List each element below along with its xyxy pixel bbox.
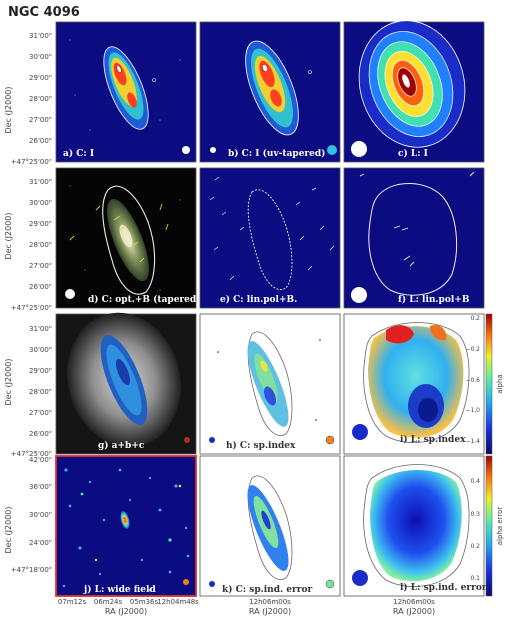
cbar-top-tick: −1.0 xyxy=(465,407,480,414)
ytick: 26'00" xyxy=(29,430,52,438)
panel-a-label: a) C: I xyxy=(63,148,94,159)
xticks: 07m12s 06m24s 05m36s 12h04m48s 12h06m00s… xyxy=(58,598,435,606)
xtick: 12h06m00s xyxy=(393,598,435,606)
ytick: 27'00" xyxy=(29,116,52,124)
cbar-top-tick: −0.2 xyxy=(465,346,480,353)
xtick: 05m36s xyxy=(130,598,159,606)
panel-i: i) L: sp.index xyxy=(343,313,485,455)
yticks-row2: 31'00" 30'00" 29'00" 28'00" 27'00" 26'00… xyxy=(11,178,52,312)
colorbar-top-label: alpha xyxy=(496,374,504,393)
panel-l-label: l) L: sp.ind. error xyxy=(400,582,487,593)
ytick: 26'00" xyxy=(29,283,52,291)
ytick: 30'00" xyxy=(29,53,52,61)
panel-b-label: b) C: I (uv-tapered) xyxy=(228,148,325,159)
colorbar-bottom: 0.4 0.3 0.2 0.1 alpha error xyxy=(470,455,504,597)
panel-k: k) C: sp.ind. error xyxy=(199,455,341,597)
panel-i-label: i) L: sp.index xyxy=(400,434,466,445)
cbar-top-tick: 0.2 xyxy=(470,315,480,322)
ytick: 28'00" xyxy=(29,388,52,396)
ytick: 26'00" xyxy=(29,137,52,145)
cbar-bottom-tick: 0.1 xyxy=(470,575,480,582)
ytick: +47°25'00" xyxy=(11,304,52,312)
ytick: 30'00" xyxy=(29,199,52,207)
ytick: 31'00" xyxy=(29,325,52,333)
ytick: 29'00" xyxy=(29,220,52,228)
panel-k-label: k) C: sp.ind. error xyxy=(222,584,312,595)
x-axis-label-col1: RA (J2000) xyxy=(105,607,147,616)
x-axis-labels: RA (J2000) RA (J2000) RA (J2000) xyxy=(105,607,435,616)
y-axis-label-row4: Dec (J2000) xyxy=(4,507,13,554)
panel-f-label: f) L: lin.pol+B xyxy=(398,294,470,305)
panel-j: j) L: wide field xyxy=(55,455,197,597)
y-axis-label-row3: Dec (J2000) xyxy=(4,359,13,406)
ytick: 42'00" xyxy=(29,456,52,464)
xtick: 06m24s xyxy=(94,598,123,606)
ytick: 31'00" xyxy=(29,178,52,186)
cbar-bottom-tick: 0.4 xyxy=(470,478,480,485)
y-axis-label-row1: Dec (J2000) xyxy=(4,87,13,134)
ytick: +47°18'00" xyxy=(11,566,52,574)
y-axis-label-row2: Dec (J2000) xyxy=(4,213,13,260)
cbar-top-tick: −1.4 xyxy=(465,438,480,445)
ytick: 28'00" xyxy=(29,241,52,249)
figure-title: NGC 4096 xyxy=(8,5,80,20)
yticks-row4: 42'00" 36'00" 30'00" 24'00" +47°18'00" xyxy=(11,456,52,574)
x-axis-label-col3: RA (J2000) xyxy=(393,607,435,616)
xtick: 07m12s xyxy=(58,598,87,606)
panel-g: g) a+b+c xyxy=(55,312,197,455)
panel-a: a) C: I xyxy=(55,21,197,163)
ytick: 30'00" xyxy=(29,511,52,519)
xtick: 12h04m48s xyxy=(157,598,199,606)
ytick: 27'00" xyxy=(29,409,52,417)
ytick: +47°25'00" xyxy=(11,450,52,458)
ytick: 24'00" xyxy=(29,539,52,547)
ytick: 28'00" xyxy=(29,95,52,103)
cbar-bottom-tick: 0.2 xyxy=(470,543,480,550)
panel-f: f) L: lin.pol+B xyxy=(343,167,485,309)
panel-e-label: e) C: lin.pol+B. xyxy=(220,294,297,305)
yticks-row1: 31'00" 30'00" 29'00" 28'00" 27'00" 26'00… xyxy=(11,32,52,166)
ytick: 30'00" xyxy=(29,346,52,354)
panel-l: l) L: sp.ind. error xyxy=(343,455,487,597)
colorbar-top: 0.2 −0.2 −0.6 −1.0 −1.4 alpha xyxy=(465,313,504,455)
yticks-row3: 31'00" 30'00" 29'00" 28'00" 27'00" 26'00… xyxy=(11,325,52,458)
cbar-bottom-tick: 0.3 xyxy=(470,511,480,518)
ytick: 31'00" xyxy=(29,32,52,40)
panel-b: b) C: I (uv-tapered) xyxy=(199,21,341,163)
panel-g-label: g) a+b+c xyxy=(98,440,145,451)
panel-j-label: j) L: wide field xyxy=(83,584,156,595)
panel-d: d) C: opt.+B (tapered) xyxy=(55,167,200,309)
panel-e: e) C: lin.pol+B. xyxy=(199,167,341,309)
panel-d-label: d) C: opt.+B (tapered) xyxy=(88,294,200,305)
ytick: 27'00" xyxy=(29,262,52,270)
x-axis-label-col2: RA (J2000) xyxy=(249,607,291,616)
cbar-top-tick: −0.6 xyxy=(465,377,480,384)
colorbar-bottom-label: alpha error xyxy=(496,507,504,546)
ytick: 36'00" xyxy=(29,483,52,491)
panel-c-label: c) L: I xyxy=(398,148,428,159)
ytick: 29'00" xyxy=(29,74,52,82)
panel-h: h) C: sp.index xyxy=(199,313,341,455)
panel-c: c) L: I xyxy=(343,20,485,163)
ytick: +47°25'00" xyxy=(11,158,52,166)
panel-h-label: h) C: sp.index xyxy=(226,440,296,451)
ytick: 29'00" xyxy=(29,367,52,375)
xtick: 12h06m00s xyxy=(249,598,291,606)
